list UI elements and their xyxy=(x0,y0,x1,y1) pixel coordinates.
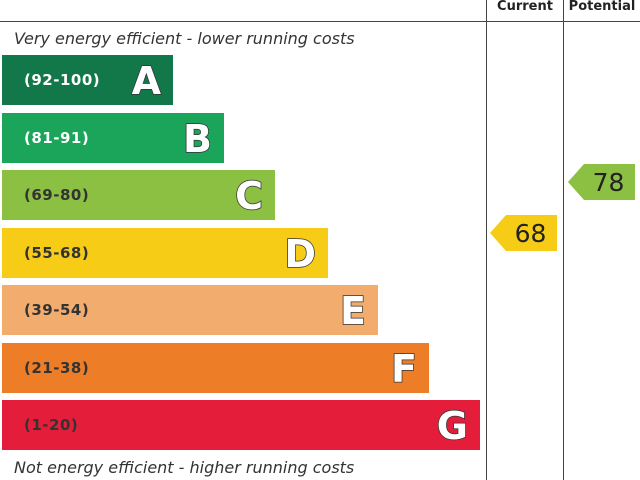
band-range-label: (81-91) xyxy=(24,129,90,147)
rating-arrow xyxy=(568,164,635,200)
band-b: (81-91) B xyxy=(2,113,224,163)
band-c: (69-80) C xyxy=(2,170,275,220)
band-range-label: (1-20) xyxy=(24,416,79,434)
current-rating-marker: 68 xyxy=(490,215,557,251)
current-rating-value: 68 xyxy=(514,219,547,248)
band-e: (39-54) E xyxy=(2,285,378,335)
bottom-caption: Not energy efficient - higher running co… xyxy=(14,458,355,477)
band-letter: F xyxy=(390,346,417,392)
band-letter: E xyxy=(339,288,366,334)
band-d: (55-68) D xyxy=(2,228,328,278)
band-range-label: (69-80) xyxy=(24,186,90,204)
band-letter: B xyxy=(182,116,212,162)
band-range-label: (21-38) xyxy=(24,359,90,377)
band-range-label: (55-68) xyxy=(24,244,90,262)
band-letter: A xyxy=(131,58,162,104)
band-letter: C xyxy=(234,173,263,219)
potential-rating-value: 78 xyxy=(592,168,625,197)
rating-arrow xyxy=(490,215,557,251)
top-caption: Very energy efficient - lower running co… xyxy=(14,29,355,48)
band-letter: G xyxy=(436,403,469,449)
current-column-header: Current xyxy=(497,0,553,14)
potential-column-header: Potential xyxy=(568,0,636,14)
band-range-label: (92-100) xyxy=(24,71,101,89)
band-letter: D xyxy=(284,231,317,277)
band-a: (92-100) A xyxy=(2,55,173,105)
band-g: (1-20) G xyxy=(2,400,480,450)
potential-rating-marker: 78 xyxy=(568,164,635,200)
band-range-label: (39-54) xyxy=(24,301,90,319)
band-f: (21-38) F xyxy=(2,343,429,393)
